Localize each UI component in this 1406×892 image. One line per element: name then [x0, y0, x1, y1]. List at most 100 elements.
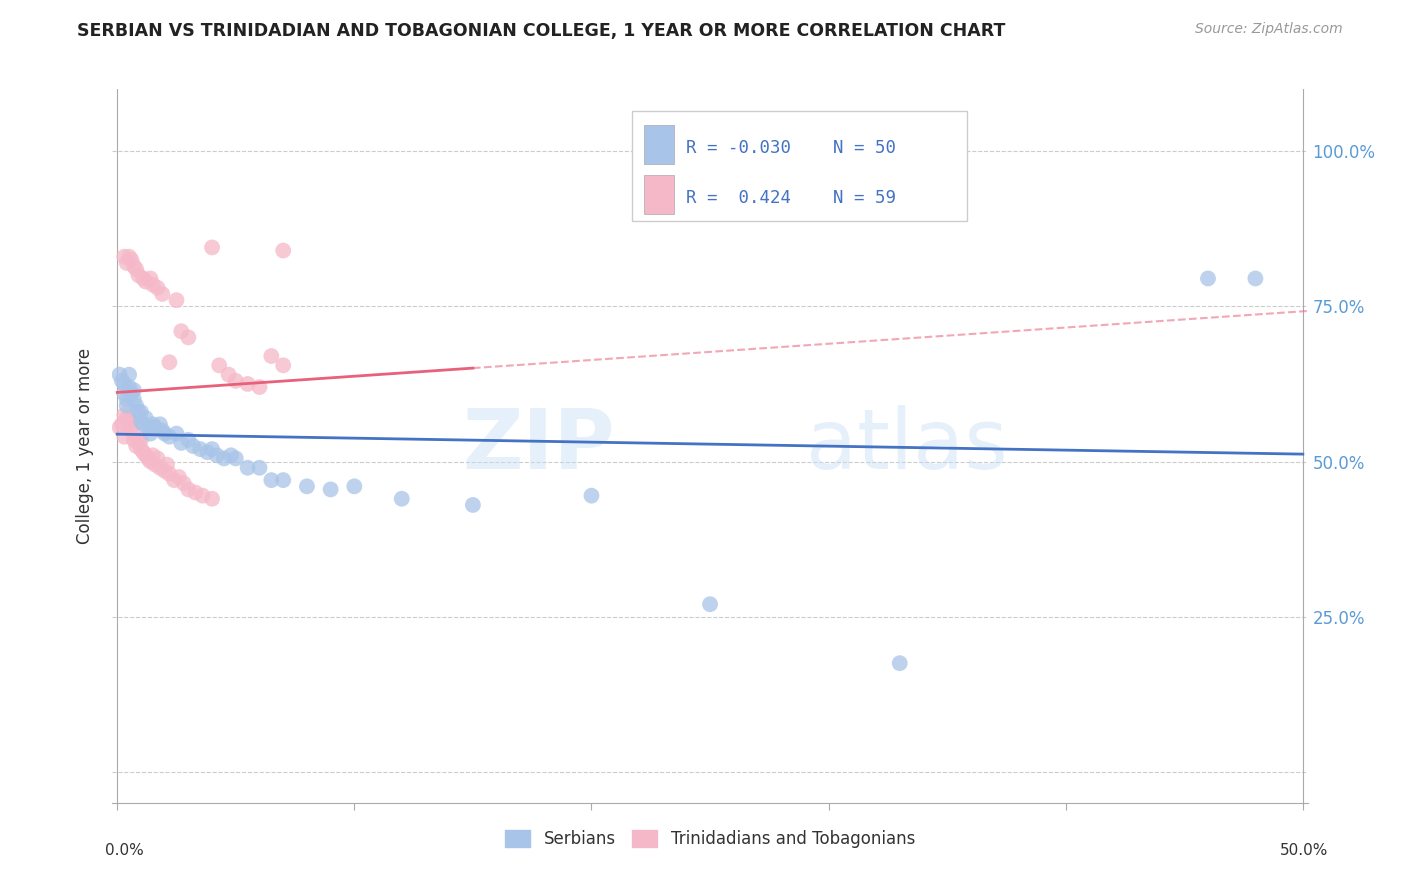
Point — [128, 405, 150, 419]
Text: Source: ZipAtlas.com: Source: ZipAtlas.com — [1195, 22, 1343, 37]
Point — [120, 414, 142, 428]
Point — [260, 349, 283, 363]
Point — [157, 467, 180, 481]
Point — [249, 380, 271, 394]
Bar — [644, 125, 675, 164]
Point — [115, 256, 138, 270]
Point — [271, 244, 294, 258]
Text: R =  0.424    N = 59: R = 0.424 N = 59 — [686, 189, 896, 207]
Point — [153, 464, 176, 478]
Point — [889, 656, 911, 670]
Point — [118, 417, 141, 432]
Point — [212, 451, 235, 466]
Point — [118, 411, 141, 425]
Point — [122, 426, 145, 441]
Point — [136, 451, 159, 466]
Point — [111, 417, 134, 432]
Point — [319, 483, 342, 497]
Point — [699, 597, 721, 611]
FancyBboxPatch shape — [633, 111, 967, 221]
Point — [128, 268, 150, 283]
Point — [139, 426, 162, 441]
Point — [236, 460, 259, 475]
Point — [181, 439, 204, 453]
Point — [122, 383, 145, 397]
Point — [128, 436, 150, 450]
Point — [150, 424, 173, 438]
Point — [115, 411, 138, 425]
Point — [173, 476, 195, 491]
Text: 0.0%: 0.0% — [105, 843, 145, 858]
Point — [195, 445, 218, 459]
Point — [120, 386, 142, 401]
Point — [118, 380, 141, 394]
Point — [120, 420, 142, 434]
Point — [122, 433, 145, 447]
Text: 50.0%: 50.0% — [1281, 843, 1329, 858]
Point — [177, 330, 200, 344]
Point — [142, 417, 165, 432]
Point — [135, 448, 157, 462]
Point — [201, 491, 224, 506]
Point — [125, 399, 148, 413]
Point — [142, 277, 165, 292]
Point — [150, 287, 173, 301]
Point — [125, 439, 148, 453]
Point — [118, 368, 141, 382]
Point — [177, 433, 200, 447]
Point — [112, 250, 135, 264]
Point — [112, 430, 135, 444]
Y-axis label: College, 1 year or more: College, 1 year or more — [76, 348, 94, 544]
Point — [208, 359, 231, 373]
Point — [115, 392, 138, 407]
Point — [157, 355, 180, 369]
Point — [461, 498, 484, 512]
Point — [170, 324, 193, 338]
Point — [108, 420, 131, 434]
Point — [236, 376, 259, 391]
Point — [132, 271, 155, 285]
Point — [122, 259, 145, 273]
Point — [166, 426, 188, 441]
Point — [188, 442, 211, 456]
Point — [146, 281, 169, 295]
Point — [295, 479, 318, 493]
Point — [112, 386, 135, 401]
Point — [153, 426, 176, 441]
Point — [201, 240, 224, 254]
Point — [271, 359, 294, 373]
Point — [581, 489, 603, 503]
Point — [225, 451, 247, 466]
Point — [132, 445, 155, 459]
Point — [135, 275, 157, 289]
Point — [120, 252, 142, 267]
Point — [108, 368, 131, 382]
Text: R = -0.030    N = 50: R = -0.030 N = 50 — [686, 139, 896, 157]
Point — [112, 376, 135, 391]
Text: ZIP: ZIP — [463, 406, 614, 486]
Point — [111, 374, 134, 388]
Point — [184, 485, 207, 500]
Legend: Serbians, Trinidadians and Tobagonians: Serbians, Trinidadians and Tobagonians — [499, 823, 921, 855]
Point — [129, 414, 152, 428]
Point — [136, 420, 159, 434]
Bar — [644, 175, 675, 214]
Point — [115, 399, 138, 413]
Point — [156, 458, 179, 472]
Point — [271, 473, 294, 487]
Point — [225, 374, 247, 388]
Point — [132, 417, 155, 432]
Point — [191, 489, 214, 503]
Point — [135, 411, 157, 425]
Point — [149, 417, 172, 432]
Point — [143, 420, 166, 434]
Point — [166, 293, 188, 308]
Point — [391, 491, 413, 506]
Point — [139, 271, 162, 285]
Point — [129, 433, 152, 447]
Point — [143, 458, 166, 472]
Point — [146, 451, 169, 466]
Point — [201, 442, 224, 456]
Point — [125, 262, 148, 277]
Point — [163, 473, 186, 487]
